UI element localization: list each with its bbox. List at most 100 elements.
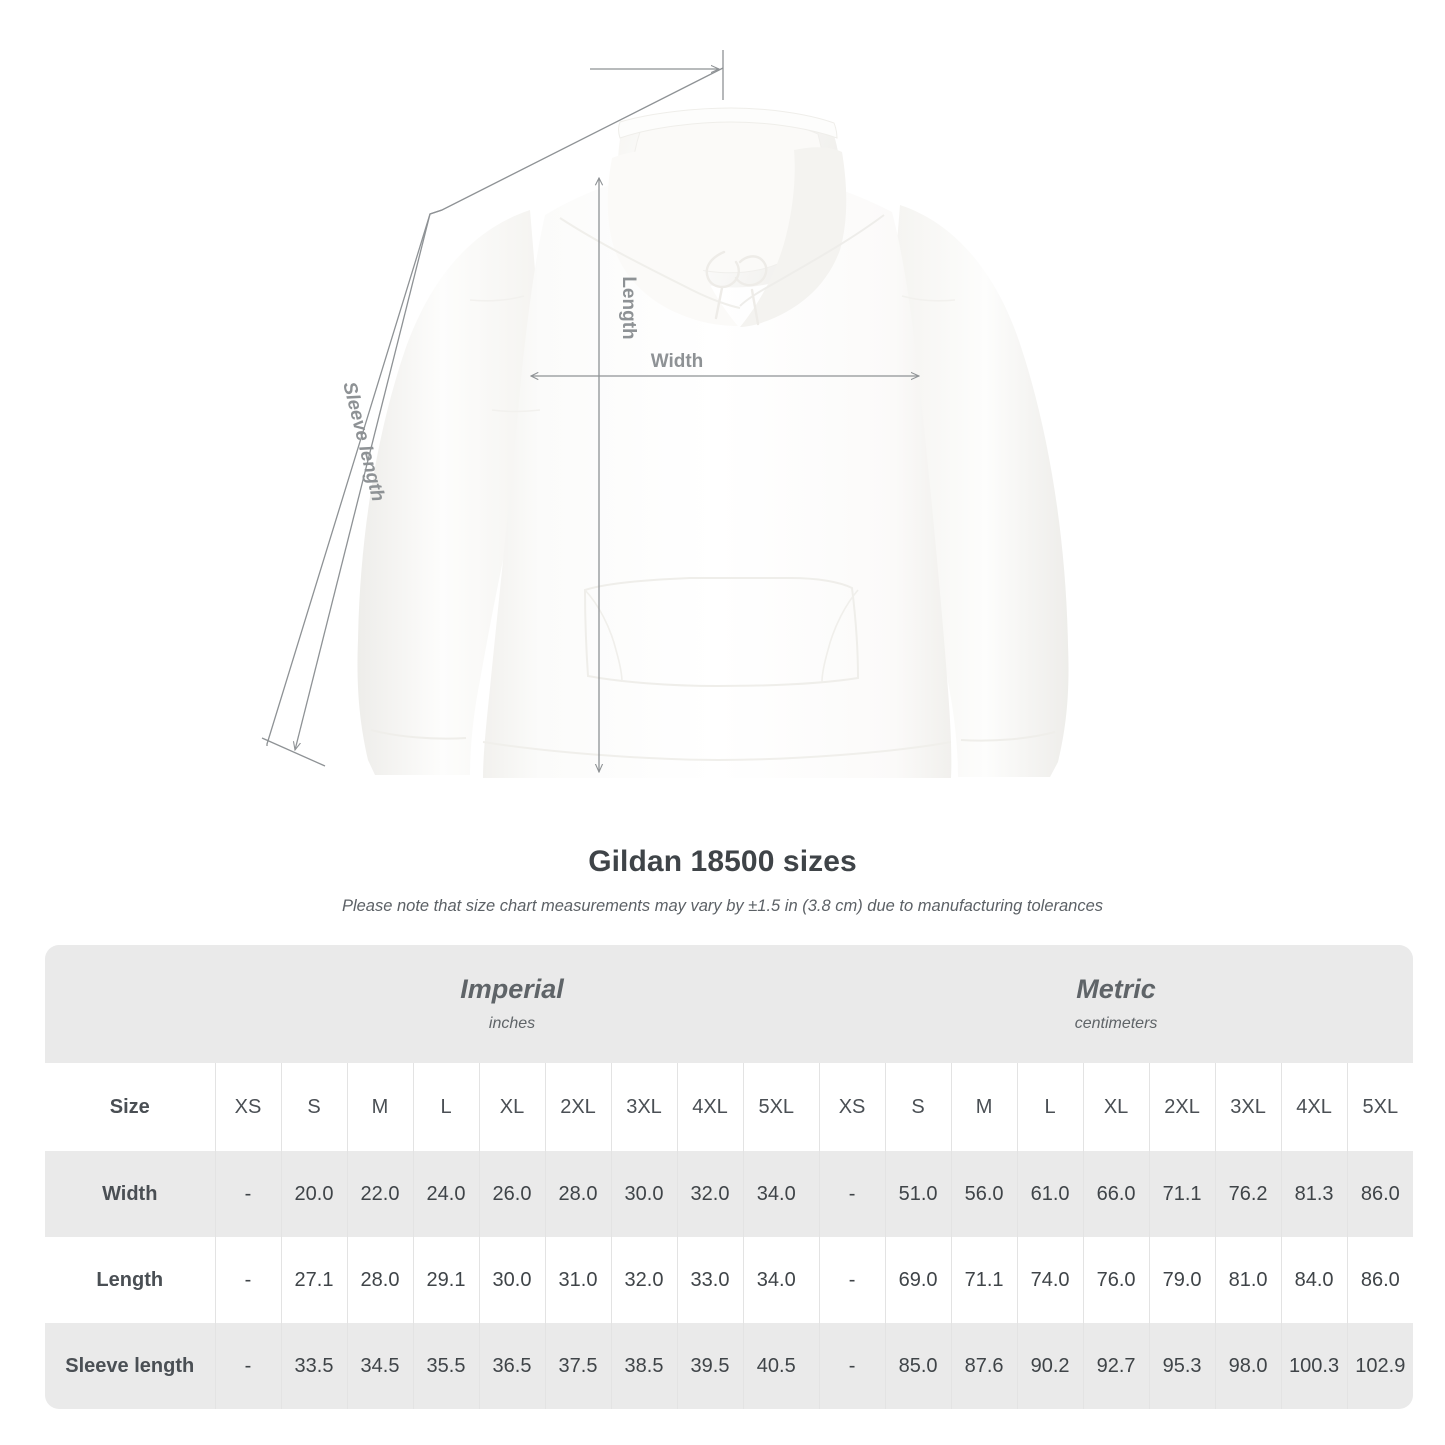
cell-imperial-length-xs: - [214, 1237, 281, 1323]
size-header-imperial-3xl: 3XL [610, 1063, 677, 1151]
size-header-metric-l: L [1016, 1063, 1084, 1151]
cell-imperial-sleeve-length-2xl: 37.5 [544, 1323, 611, 1409]
cell-metric-length-xl: 76.0 [1082, 1237, 1150, 1323]
cell-imperial-sleeve-length-3xl: 38.5 [610, 1323, 677, 1409]
unit-band-spacer [45, 945, 215, 1063]
cell-metric-width-m: 56.0 [950, 1151, 1018, 1237]
unit-band-metric: Metric centimeters [819, 945, 1414, 1063]
cell-metric-sleeve-length-5xl: 102.9 [1346, 1323, 1414, 1409]
imperial-subtitle: inches [488, 1014, 536, 1032]
garment-illustration: Length Width Sleeve length [261, 50, 1069, 778]
size-header-imperial-m: M [346, 1063, 413, 1151]
cell-imperial-length-l: 29.1 [412, 1237, 479, 1323]
cell-metric-sleeve-length-3xl: 98.0 [1214, 1323, 1282, 1409]
size-header-metric-xl: XL [1082, 1063, 1150, 1151]
cell-metric-length-m: 71.1 [950, 1237, 1018, 1323]
sleeve-bottom-tick [261, 737, 326, 767]
section-divider [809, 1063, 820, 1151]
row-label-length: Length [45, 1237, 215, 1323]
cell-metric-sleeve-length-s: 85.0 [884, 1323, 952, 1409]
cell-metric-sleeve-length-xl: 92.7 [1082, 1323, 1150, 1409]
cell-metric-sleeve-length-l: 90.2 [1016, 1323, 1084, 1409]
cell-metric-length-5xl: 86.0 [1346, 1237, 1414, 1323]
cell-metric-length-l: 74.0 [1016, 1237, 1084, 1323]
width-label: Width [651, 351, 704, 372]
row-label-width: Width [45, 1151, 215, 1237]
table-row: Width -20.0 22.0 24.0 26.0 28.0 30.0 32.0 34.0-5… [45, 1151, 1414, 1237]
size-header-imperial-4xl: 4XL [676, 1063, 743, 1151]
cell-imperial-width-2xl: 28.0 [544, 1151, 611, 1237]
hoodie-graphic [357, 107, 1069, 778]
cell-metric-length-2xl: 79.0 [1148, 1237, 1216, 1323]
size-header-metric-5xl: 5XL [1346, 1063, 1414, 1151]
cell-metric-width-2xl: 71.1 [1148, 1151, 1216, 1237]
cell-imperial-length-m: 28.0 [346, 1237, 413, 1323]
cell-metric-width-3xl: 76.2 [1214, 1151, 1282, 1237]
cell-metric-width-l: 61.0 [1016, 1151, 1084, 1237]
section-divider [809, 1237, 820, 1323]
length-label: Length [618, 276, 639, 339]
size-header-imperial-2xl: 2XL [544, 1063, 611, 1151]
cell-metric-length-xs: - [818, 1237, 886, 1323]
cell-metric-width-xs: - [818, 1151, 886, 1237]
cell-metric-sleeve-length-xs: - [818, 1323, 886, 1409]
size-header-metric-3xl: 3XL [1214, 1063, 1282, 1151]
cell-imperial-width-l: 24.0 [412, 1151, 479, 1237]
page-title: Gildan 18500 sizes [588, 845, 857, 878]
cell-imperial-length-5xl: 34.0 [742, 1237, 810, 1323]
cell-imperial-width-s: 20.0 [280, 1151, 347, 1237]
cell-metric-length-4xl: 84.0 [1280, 1237, 1348, 1323]
cell-metric-width-s: 51.0 [884, 1151, 952, 1237]
cell-metric-width-4xl: 81.3 [1280, 1151, 1348, 1237]
section-divider [809, 1151, 820, 1237]
cell-imperial-length-3xl: 32.0 [610, 1237, 677, 1323]
tolerance-note: Please note that size chart measurements… [341, 897, 1104, 915]
cell-imperial-width-3xl: 30.0 [610, 1151, 677, 1237]
metric-title: Metric [1076, 974, 1156, 1005]
cell-imperial-sleeve-length-4xl: 39.5 [676, 1323, 743, 1409]
cell-imperial-length-xl: 30.0 [478, 1237, 545, 1323]
cell-imperial-width-5xl: 34.0 [742, 1151, 810, 1237]
size-header-imperial-xs: XS [214, 1063, 281, 1151]
size-header-metric-2xl: 2XL [1148, 1063, 1216, 1151]
cell-imperial-sleeve-length-l: 35.5 [412, 1323, 479, 1409]
size-header-metric-s: S [884, 1063, 952, 1151]
cell-imperial-length-s: 27.1 [280, 1237, 347, 1323]
cell-metric-sleeve-length-m: 87.6 [950, 1323, 1018, 1409]
cell-metric-width-xl: 66.0 [1082, 1151, 1150, 1237]
cell-imperial-sleeve-length-xs: - [214, 1323, 281, 1409]
cell-imperial-width-xs: - [214, 1151, 281, 1237]
unit-band-row: Imperial inches Metric centimeters [45, 945, 1414, 1063]
size-header-imperial-s: S [280, 1063, 347, 1151]
sleeve-length-line [295, 213, 431, 750]
size-chart-table: Imperial inches Metric centimeters Size X… [45, 945, 1414, 1409]
size-header-metric-m: M [950, 1063, 1018, 1151]
size-header-metric-xs: XS [818, 1063, 886, 1151]
measurement-annotations [261, 50, 919, 772]
cell-imperial-sleeve-length-s: 33.5 [280, 1323, 347, 1409]
size-header-metric-4xl: 4XL [1280, 1063, 1348, 1151]
cell-imperial-sleeve-length-5xl: 40.5 [742, 1323, 810, 1409]
cell-metric-length-3xl: 81.0 [1214, 1237, 1282, 1323]
cell-metric-sleeve-length-2xl: 95.3 [1148, 1323, 1216, 1409]
cell-imperial-length-2xl: 31.0 [544, 1237, 611, 1323]
table-row: Sleeve length -33.5 34.5 35.5 36.5 37.5 38.5 39… [45, 1323, 1414, 1409]
cell-imperial-width-4xl: 32.0 [676, 1151, 743, 1237]
metric-subtitle: centimeters [1074, 1014, 1158, 1032]
cell-imperial-sleeve-length-m: 34.5 [346, 1323, 413, 1409]
imperial-title: Imperial [460, 974, 564, 1005]
cell-imperial-width-m: 22.0 [346, 1151, 413, 1237]
cell-imperial-length-4xl: 33.0 [676, 1237, 743, 1323]
table-row: Length -27.1 28.0 29.1 30.0 31.0 32.0 33.0 34.0-… [45, 1237, 1414, 1323]
cell-imperial-width-xl: 26.0 [478, 1151, 545, 1237]
size-header-imperial-5xl: 5XL [742, 1063, 810, 1151]
unit-band-imperial: Imperial inches [215, 945, 810, 1063]
cell-metric-sleeve-length-4xl: 100.3 [1280, 1323, 1348, 1409]
size-header-label: Size [45, 1063, 215, 1151]
size-header-row: Size XS S M L XL 2XL 3XL 4XL 5XL XS S M L XL 2XL 3XL 4XL 5… [45, 1063, 1414, 1151]
cell-metric-width-5xl: 86.0 [1346, 1151, 1414, 1237]
unit-band-gap [809, 945, 820, 1063]
size-header-imperial-l: L [412, 1063, 479, 1151]
row-label-sleeve-length: Sleeve length [45, 1323, 215, 1409]
section-divider [809, 1323, 820, 1409]
